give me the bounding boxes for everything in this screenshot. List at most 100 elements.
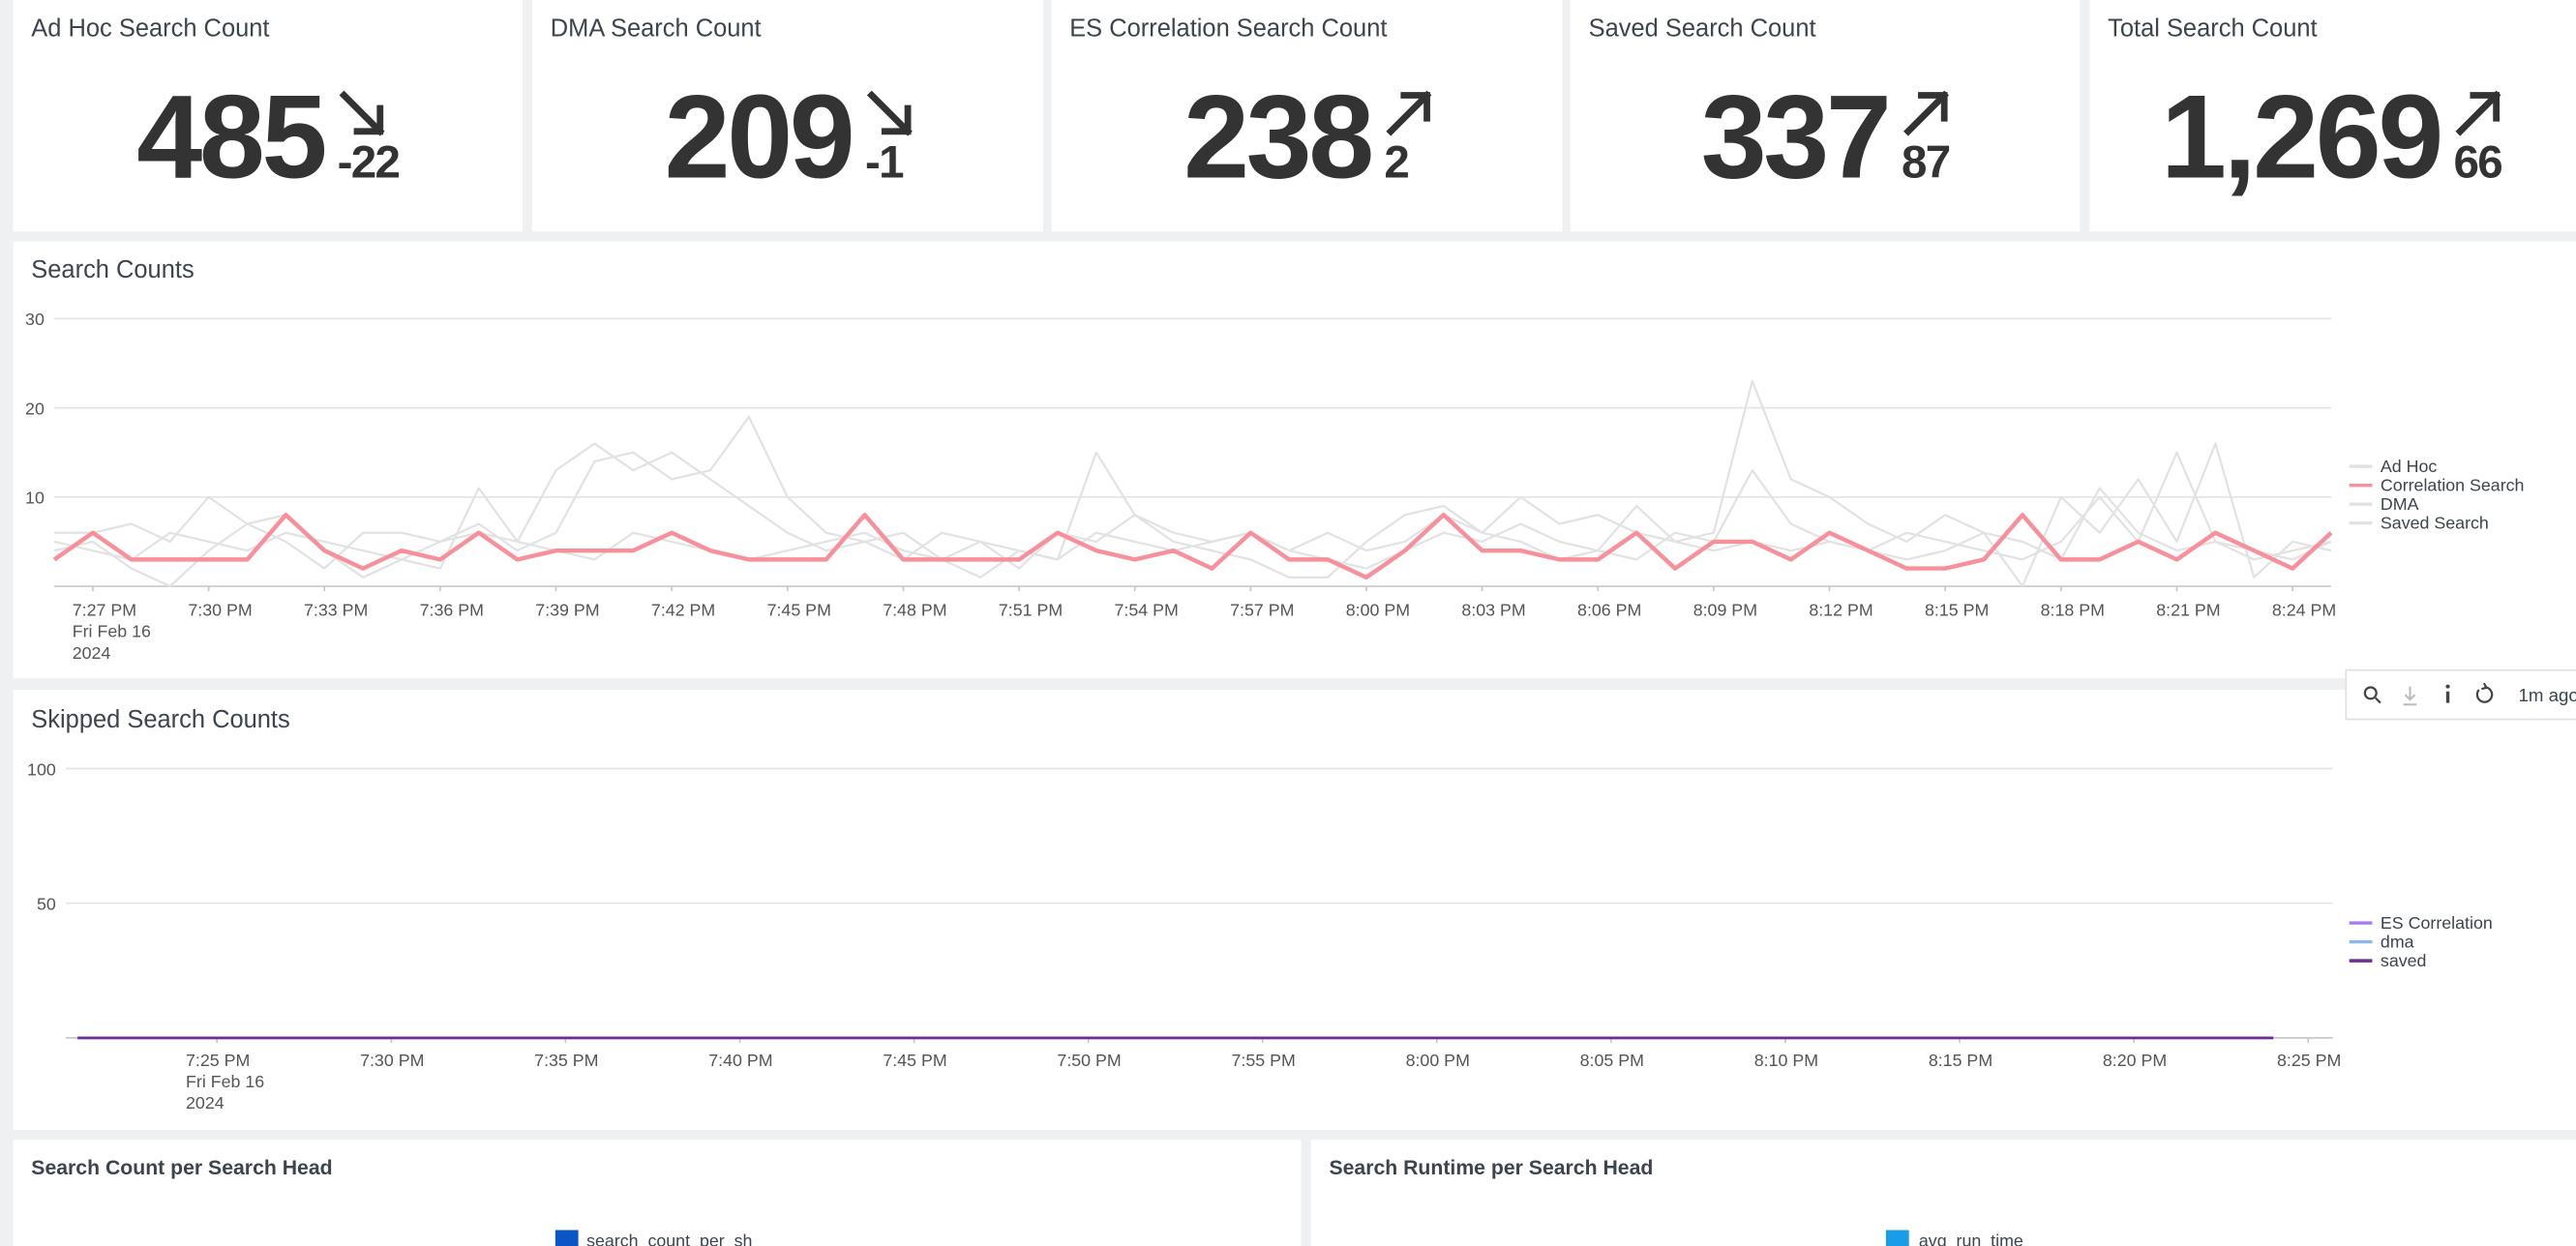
x-tick-label: 7:51 PM: [999, 601, 1063, 620]
kpi-card: [13, 0, 523, 232]
legend-label: DMA: [2381, 494, 2419, 514]
arrow-shaft: [2455, 90, 2501, 136]
x-tick-label: 8:09 PM: [1693, 601, 1757, 620]
kpi-title: ES Correlation Search Count: [1069, 15, 1387, 42]
x-tick-label: 8:03 PM: [1461, 601, 1525, 620]
x-tick-label: 8:12 PM: [1809, 601, 1872, 620]
kpi-card: [532, 0, 1044, 232]
panel-title: Search Runtime per Search Head: [1329, 1157, 1653, 1179]
x-tick-label: 8:00 PM: [1406, 1051, 1470, 1070]
arrow-shaft: [339, 90, 385, 136]
panel-title: Search Count per Search Head: [31, 1157, 332, 1179]
arrow-head: [1400, 92, 1430, 122]
kpi-title: Saved Search Count: [1589, 15, 1816, 42]
search-icon[interactable]: [2363, 686, 2381, 704]
panel: [13, 690, 2576, 1130]
x-tick-label: 7:54 PM: [1114, 601, 1178, 620]
x-tick-label: 7:25 PM: [186, 1051, 250, 1070]
x-tick-label: 8:10 PM: [1754, 1051, 1818, 1070]
toolbar: 1m ago: [2345, 668, 2576, 721]
refresh-icon[interactable]: [2475, 682, 2494, 703]
legend-label: Saved Search: [2381, 514, 2489, 533]
x-tick-label: 7:30 PM: [188, 601, 252, 620]
kpi-card: [1051, 0, 1563, 232]
panel: [13, 241, 2576, 679]
trend-arrow: [866, 90, 913, 136]
arrow-shaft: [866, 90, 913, 136]
x-tick-label: 7:55 PM: [1231, 1051, 1295, 1070]
kpi-title: Ad Hoc Search Count: [31, 15, 269, 42]
arrow-head: [881, 104, 912, 135]
legend-label: saved: [2381, 951, 2427, 970]
arrow-shaft: [1386, 90, 1432, 136]
arrow-head: [353, 104, 384, 135]
y-tick-label: 100: [27, 759, 56, 779]
kpi-value: 485: [136, 70, 324, 202]
kpi-title: Total Search Count: [2108, 15, 2317, 42]
toolbar-box: [2345, 668, 2576, 721]
x-tick-label: 8:20 PM: [2103, 1051, 2167, 1070]
x-tick-label: 7:42 PM: [651, 601, 715, 620]
info-icon[interactable]: [2445, 684, 2450, 703]
trend-arrow: [1903, 90, 1949, 136]
legend-swatch: [554, 1230, 579, 1246]
kpi-value: 337: [1701, 70, 1889, 202]
arrow-head: [2470, 92, 2501, 122]
refresh-status: 1m ago: [2519, 685, 2576, 705]
x-tick-date: 2024: [186, 1093, 225, 1112]
trend-arrow: [339, 90, 385, 136]
series-line: [54, 415, 2332, 570]
x-tick-label: 7:27 PM: [73, 601, 136, 620]
x-tick-label: 8:21 PM: [2156, 601, 2220, 620]
x-tick-label: 7:57 PM: [1230, 601, 1294, 620]
y-tick-label: 50: [37, 894, 56, 913]
series-line: [53, 379, 2332, 588]
y-tick-label: 30: [25, 310, 45, 329]
panel: [1310, 1140, 2576, 1246]
x-tick-date: Fri Feb 16: [73, 622, 151, 641]
panel: [13, 1140, 1302, 1246]
kpi-value: 209: [665, 70, 853, 202]
trend-arrow: [2455, 90, 2501, 136]
x-tick-label: 7:30 PM: [360, 1051, 424, 1070]
x-tick-label: 8:25 PM: [2277, 1051, 2341, 1070]
kpi-title: DMA Search Count: [551, 15, 762, 42]
legend-label: Ad Hoc: [2381, 457, 2438, 476]
legend-label: avg_run_time: [1919, 1231, 2023, 1246]
kpi-delta: 87: [1902, 136, 1950, 188]
kpi-value: 1,269: [2161, 70, 2441, 202]
kpi-delta: -22: [338, 136, 400, 188]
legend-label: search_count_per_sh: [586, 1231, 752, 1246]
x-tick-label: 8:06 PM: [1577, 601, 1641, 620]
x-tick-label: 8:15 PM: [1929, 1051, 1992, 1070]
chart-title: Search Counts: [31, 256, 194, 283]
kpi-delta: 66: [2453, 136, 2501, 188]
kpi-card: [1570, 0, 2081, 232]
trend-arrow: [1386, 90, 1432, 136]
x-tick-label: 7:45 PM: [883, 1051, 946, 1070]
arrow-head: [1918, 92, 1948, 122]
arrow-shaft: [1903, 90, 1949, 136]
x-tick-label: 7:48 PM: [883, 601, 946, 620]
x-tick-label: 7:33 PM: [304, 601, 368, 620]
x-tick-label: 8:05 PM: [1580, 1051, 1644, 1070]
chart-title: Skipped Search Counts: [31, 706, 289, 733]
kpi-delta: -1: [865, 136, 904, 188]
x-tick-label: 7:36 PM: [420, 601, 484, 620]
x-tick-date: Fri Feb 16: [186, 1072, 264, 1091]
legend-swatch: [1885, 1230, 1909, 1246]
legend-label: dma: [2381, 933, 2414, 952]
x-tick-label: 7:40 PM: [708, 1051, 772, 1070]
legend-label: Correlation Search: [2381, 476, 2525, 495]
y-tick-label: 20: [25, 399, 45, 418]
series-line: [52, 513, 2333, 580]
download-icon[interactable]: [2403, 686, 2417, 706]
x-tick-label: 7:35 PM: [534, 1051, 598, 1070]
x-tick-date: 2024: [73, 643, 111, 663]
legend-label: ES Correlation: [2381, 913, 2493, 933]
x-tick-label: 8:24 PM: [2272, 601, 2336, 620]
kpi-delta: 2: [1384, 136, 1408, 188]
x-tick-label: 7:39 PM: [535, 601, 599, 620]
x-tick-label: 7:50 PM: [1057, 1051, 1121, 1070]
